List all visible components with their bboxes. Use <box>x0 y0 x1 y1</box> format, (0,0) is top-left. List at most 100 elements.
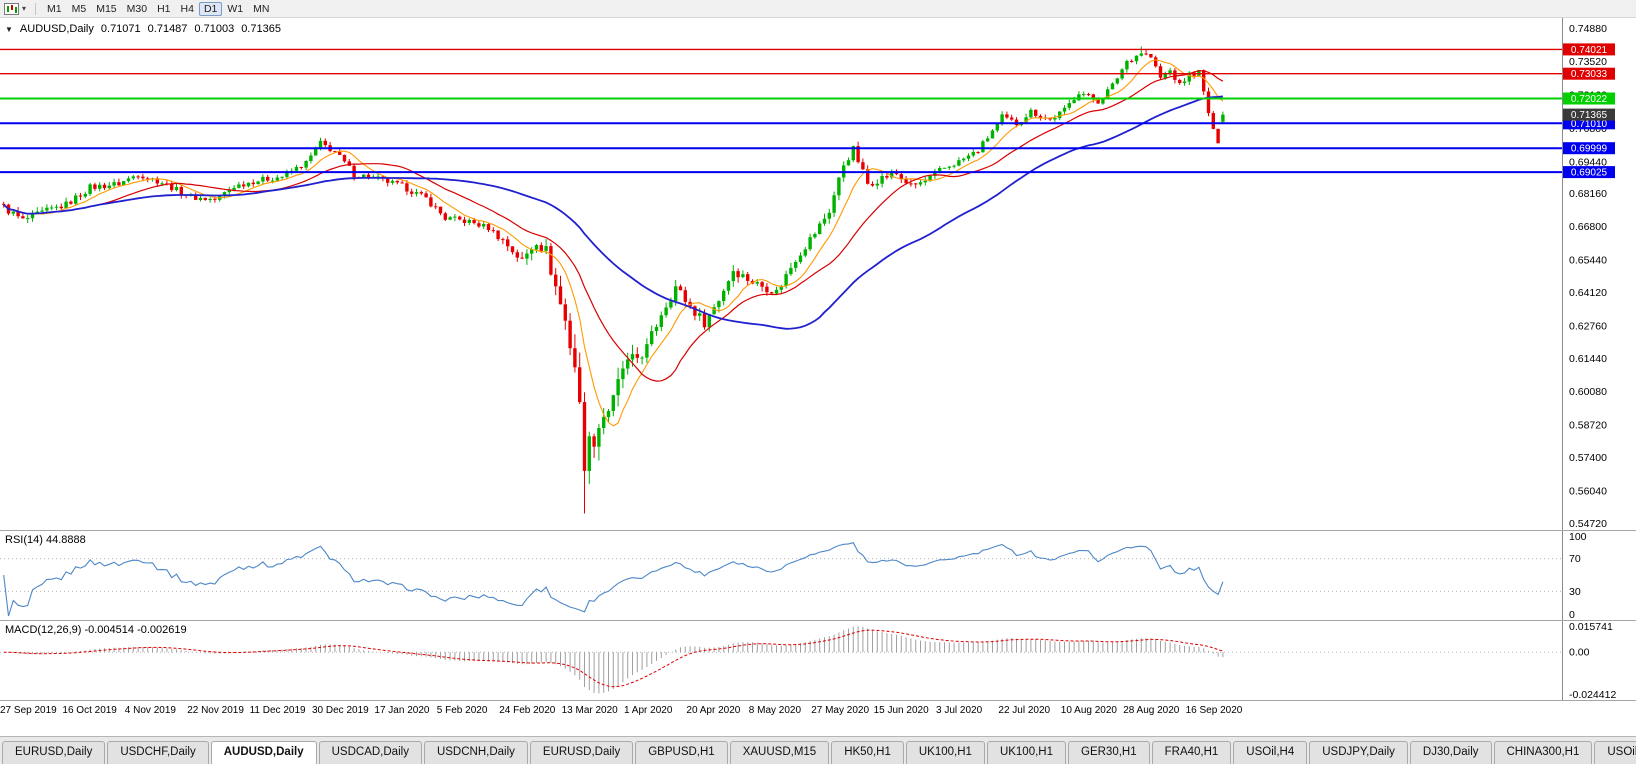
collapse-arrow-icon[interactable]: ▼ <box>5 24 13 34</box>
timeframe-button-w1[interactable]: W1 <box>227 2 244 15</box>
time-axis-label: 16 Sep 2020 <box>1185 705 1243 716</box>
chart-tab-uk100-h1[interactable]: UK100,H1 <box>905 741 985 764</box>
rsi-axis-label: 70 <box>1569 553 1581 565</box>
svg-text:0.74021: 0.74021 <box>1571 45 1608 56</box>
svg-text:0.69999: 0.69999 <box>1571 144 1608 155</box>
time-axis-label: 4 Nov 2019 <box>124 705 176 716</box>
bottom-filler <box>0 720 1636 736</box>
chart-tab-uk100-h1[interactable]: UK100,H1 <box>986 741 1066 764</box>
chart-tab-usdchf-daily[interactable]: USDCHF,Daily <box>107 741 209 764</box>
price-tick-label: 0.60080 <box>1569 386 1607 398</box>
chart-window-icon[interactable] <box>4 2 19 15</box>
level-price-box: 0.72022 <box>1563 92 1615 105</box>
price-tick-label: 0.66800 <box>1569 221 1607 233</box>
toolbar-separator <box>35 2 37 15</box>
chart-tab-usdjpy-daily[interactable]: USDJPY,Daily <box>1309 741 1408 764</box>
rsi-panel[interactable]: 100 70 30 0 RSI(14) 44.8888 <box>0 530 1636 620</box>
chart-tab-usdcad-daily[interactable]: USDCAD,Daily <box>318 741 422 764</box>
time-axis-label: 13 Mar 2020 <box>561 705 618 716</box>
price-tick-label: 0.64120 <box>1569 287 1607 299</box>
time-axis-label: 22 Nov 2019 <box>187 705 244 716</box>
time-axis-label: 8 May 2020 <box>748 705 802 716</box>
chart-tab-hk50-h1[interactable]: HK50,H1 <box>831 741 904 764</box>
chart-tabs-bar: EURUSD,Daily USDCHF,Daily AUDUSD,Daily USDC… <box>0 736 1636 764</box>
current-price-box: 0.71365 <box>1563 108 1615 121</box>
macd-histogram <box>8 626 1224 694</box>
ohlc-high-value: 0.71487 <box>147 23 188 35</box>
timeframe-button-m5[interactable]: M5 <box>71 2 87 15</box>
macd-canvas: 0.015741 0.00 -0.024412 <box>0 621 1616 700</box>
time-axis-label: 15 Jun 2020 <box>873 705 929 716</box>
chart-tab-fra40-h1[interactable]: FRA40,H1 <box>1151 741 1232 764</box>
chart-tab-eurusd-daily[interactable]: EURUSD,Daily <box>529 741 634 764</box>
chart-header-line: ▼ AUDUSD,Daily 0.71071 0.71487 0.71003 0… <box>5 23 281 35</box>
svg-text:0.69025: 0.69025 <box>1571 168 1608 179</box>
time-axis-label: 27 May 2020 <box>811 705 870 716</box>
timeframe-button-h4[interactable]: H4 <box>180 2 194 15</box>
chart-tab-dj30-daily[interactable]: DJ30,Daily <box>1409 741 1492 764</box>
macd-axis-label: 0.015741 <box>1569 621 1613 633</box>
time-axis-label: 22 Jul 2020 <box>998 705 1051 716</box>
chart-window-icon-glyph <box>4 2 19 15</box>
price-tick-label: 0.61440 <box>1569 353 1607 365</box>
chart-tab-china300-h1[interactable]: CHINA300,H1 <box>1493 741 1593 764</box>
timeframe-button-h1[interactable]: H1 <box>157 2 171 15</box>
level-price-box: 0.74021 <box>1563 43 1615 56</box>
svg-text:0.72022: 0.72022 <box>1571 94 1608 105</box>
timeframe-button-m15[interactable]: M15 <box>96 2 117 15</box>
rsi-title: RSI(14) 44.8888 <box>5 534 86 546</box>
price-tick-label: 0.74880 <box>1569 23 1607 35</box>
price-tick-label: 0.73520 <box>1569 56 1607 68</box>
chart-tab-usoil-h4[interactable]: USOil,H4 <box>1233 741 1308 764</box>
price-tick-label: 0.57400 <box>1569 452 1607 464</box>
price-tick-label: 0.69440 <box>1569 156 1607 168</box>
chart-tab-usdcnh-daily[interactable]: USDCNH,Daily <box>423 741 528 764</box>
ohlc-open-value: 0.71071 <box>100 23 141 35</box>
timeframe-button-mn[interactable]: MN <box>253 2 270 15</box>
timeframe-button-m1[interactable]: M1 <box>47 2 62 15</box>
timeframe-button-group: M1 M5 M15 M30 H1 H4 D1 W1 MN <box>42 1 274 16</box>
time-axis-label: 27 Sep 2019 <box>0 705 57 716</box>
time-axis-label: 30 Dec 2019 <box>312 705 369 716</box>
price-tick-label: 0.62760 <box>1569 320 1607 332</box>
ma-slow-line <box>3 95 1223 330</box>
chart-tab-ger30-h1[interactable]: GER30,H1 <box>1068 741 1150 764</box>
level-price-box: 0.69025 <box>1563 166 1615 179</box>
price-tick-label: 0.68160 <box>1569 188 1607 200</box>
time-axis-label: 16 Oct 2019 <box>62 705 117 716</box>
svg-text:0.73033: 0.73033 <box>1571 69 1608 80</box>
time-axis[interactable]: 27 Sep 2019 16 Oct 2019 4 Nov 2019 22 Nov 2… <box>0 700 1636 720</box>
svg-text:0.71365: 0.71365 <box>1571 110 1608 121</box>
level-price-box: 0.73033 <box>1563 67 1615 80</box>
rsi-canvas: 100 70 30 0 <box>0 531 1587 620</box>
macd-panel[interactable]: 0.015741 0.00 -0.024412 MACD(12,26,9) -0.0… <box>0 620 1636 700</box>
macd-title: MACD(12,26,9) -0.004514 -0.002619 <box>5 624 187 636</box>
rsi-axis-label: 100 <box>1569 531 1587 543</box>
timeframe-button-m30[interactable]: M30 <box>126 2 148 15</box>
chart-tab-audusd-daily[interactable]: AUDUSD,Daily <box>210 741 317 764</box>
timeframe-button-d1[interactable]: D1 <box>198 1 223 16</box>
ohlc-low-value: 0.71003 <box>194 23 235 35</box>
rsi-axis-label: 30 <box>1569 586 1581 598</box>
time-axis-label: 3 Jul 2020 <box>936 705 983 716</box>
chart-dropdown-icon[interactable]: ▾ <box>22 4 27 13</box>
price-chart-canvas[interactable]: 0.748800.735200.721600.708000.694400.681… <box>0 18 1636 530</box>
chart-tab-xauusd-m15[interactable]: XAUUSD,M15 <box>729 741 830 764</box>
chart-symbol-label: AUDUSD,Daily <box>19 23 94 35</box>
rsi-axis-label: 0 <box>1569 609 1575 620</box>
chart-tab-eurusd-daily[interactable]: EURUSD,Daily <box>2 741 106 764</box>
price-tick-label: 0.58720 <box>1569 420 1607 432</box>
candlestick-series <box>2 46 1225 514</box>
ohlc-close-value: 0.71365 <box>241 23 281 35</box>
macd-signal-line <box>3 629 1224 688</box>
time-axis-label: 11 Dec 2019 <box>249 705 306 716</box>
time-axis-label: 1 Apr 2020 <box>624 705 673 716</box>
time-axis-label: 24 Feb 2020 <box>499 705 556 716</box>
rsi-line <box>3 542 1224 617</box>
price-tick-label: 0.54720 <box>1569 518 1607 530</box>
chart-tab-usoil-h1[interactable]: USOil,H1 <box>1594 741 1636 764</box>
chart-tab-gbpusd-h1[interactable]: GBPUSD,H1 <box>635 741 728 764</box>
price-chart-panel[interactable]: 0.748800.735200.721600.708000.694400.681… <box>0 18 1636 530</box>
time-axis-label: 28 Aug 2020 <box>1123 705 1180 716</box>
